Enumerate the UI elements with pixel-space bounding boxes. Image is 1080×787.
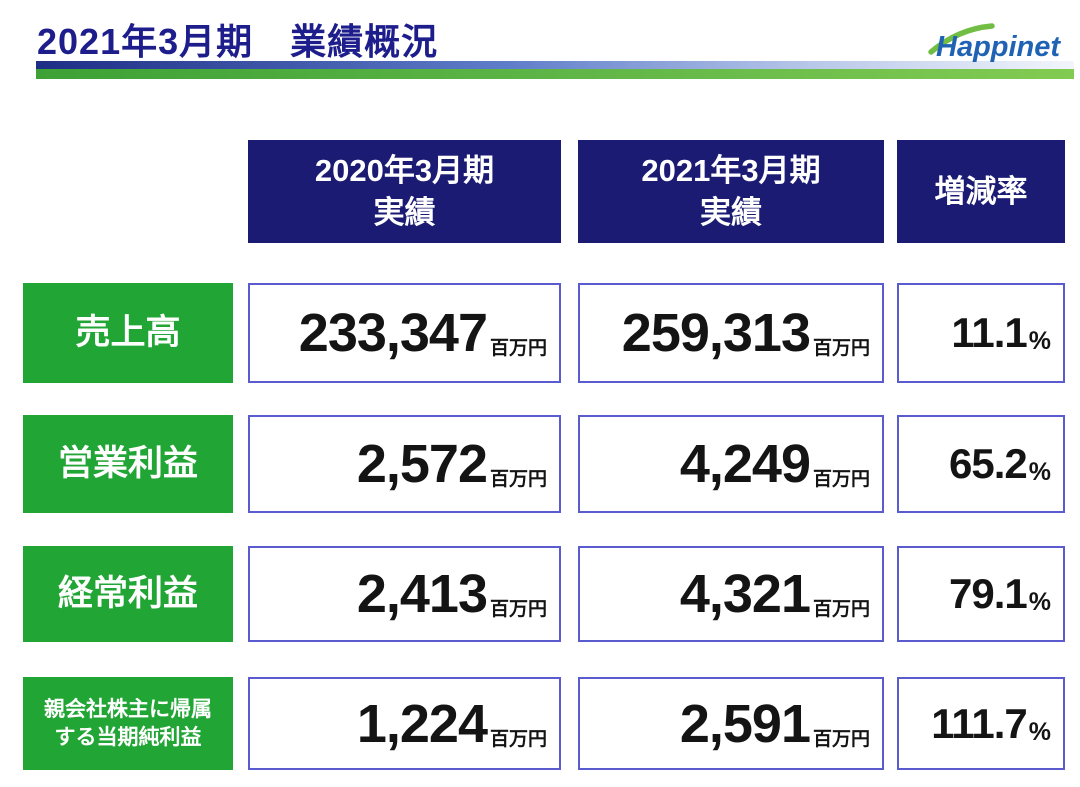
title-divider-green-stripe — [36, 69, 1074, 79]
cell-operating-income-change: 65.2% — [897, 415, 1065, 513]
unit-label: 百万円 — [812, 599, 870, 620]
title-divider-blue-stripe — [36, 61, 1074, 69]
value-text: 4,249 — [679, 434, 811, 494]
logo-text: Happinet — [936, 31, 1061, 63]
table-row-net-sales: 売上高 233,347 百万円 259,313 百万円 11.1% — [23, 283, 1065, 383]
unit-label: 百万円 — [489, 728, 547, 750]
row-label-net-income: 親会社株主に帰属 する当期純利益 — [23, 677, 233, 770]
happinet-logo: Happinet — [928, 23, 1061, 63]
logo-swoosh-icon — [928, 23, 995, 55]
cell-net-income-change: 111.7% — [897, 677, 1065, 770]
col-header-fy2020: 2020年3月期 実績 — [248, 140, 561, 243]
value-text: 2,572 — [356, 434, 488, 494]
col-header-change-rate: 増減率 — [897, 140, 1065, 243]
value-text: 4,321 — [679, 564, 811, 624]
value-text: 111.7 — [931, 699, 1027, 747]
percent-sign: % — [1028, 327, 1051, 355]
unit-label: 百万円 — [489, 599, 547, 620]
cell-net-income-fy2021: 2,591 百万円 — [578, 677, 884, 770]
cell-ordinary-income-fy2021: 4,321 百万円 — [578, 546, 884, 642]
cell-net-sales-fy2020: 233,347 百万円 — [248, 283, 561, 383]
cell-operating-income-fy2020: 2,572 百万円 — [248, 415, 561, 513]
value-text: 259,313 — [621, 303, 811, 363]
value-text: 65.2 — [949, 440, 1028, 487]
value-text: 233,347 — [298, 303, 488, 363]
unit-label: 百万円 — [812, 728, 870, 750]
percent-sign: % — [1028, 588, 1051, 616]
percent-sign: % — [1028, 717, 1051, 746]
cell-net-sales-change: 11.1% — [897, 283, 1065, 383]
percent-sign: % — [1028, 458, 1051, 486]
unit-label: 百万円 — [812, 469, 870, 490]
value-text: 1,224 — [356, 693, 488, 754]
table-row-operating-income: 営業利益 2,572 百万円 4,249 百万円 65.2% — [23, 415, 1065, 513]
table-header-row: 2020年3月期 実績 2021年3月期 実績 増減率 — [248, 140, 1065, 243]
unit-label: 百万円 — [489, 469, 547, 490]
value-text: 2,591 — [679, 693, 811, 754]
cell-operating-income-fy2021: 4,249 百万円 — [578, 415, 884, 513]
cell-ordinary-income-change: 79.1% — [897, 546, 1065, 642]
table-row-net-income: 親会社株主に帰属 する当期純利益 1,224 百万円 2,591 百万円 111.7… — [23, 677, 1065, 770]
unit-label: 百万円 — [489, 338, 547, 359]
table-row-ordinary-income: 経常利益 2,413 百万円 4,321 百万円 79.1% — [23, 546, 1065, 642]
cell-net-income-fy2020: 1,224 百万円 — [248, 677, 561, 770]
title-divider — [36, 61, 1074, 79]
row-label-net-sales: 売上高 — [23, 283, 233, 383]
row-label-operating-income: 営業利益 — [23, 415, 233, 513]
unit-label: 百万円 — [812, 338, 870, 359]
cell-ordinary-income-fy2020: 2,413 百万円 — [248, 546, 561, 642]
col-header-fy2021: 2021年3月期 実績 — [578, 140, 884, 243]
value-text: 11.1 — [951, 309, 1027, 356]
cell-net-sales-fy2021: 259,313 百万円 — [578, 283, 884, 383]
row-label-ordinary-income: 経常利益 — [23, 546, 233, 642]
value-text: 79.1 — [949, 570, 1028, 617]
value-text: 2,413 — [356, 564, 488, 624]
page-title: 2021年3月期 業績概況 — [37, 21, 439, 62]
